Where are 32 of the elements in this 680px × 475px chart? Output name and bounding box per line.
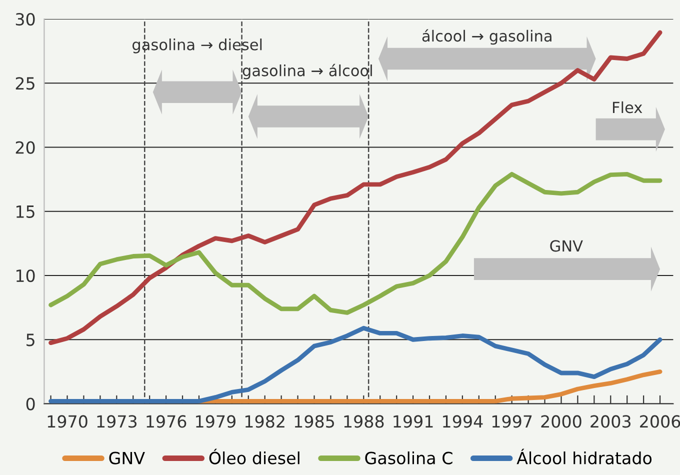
y-tick-label: 0 bbox=[26, 398, 35, 410]
y-tick-label: 10 bbox=[16, 269, 35, 282]
legend-label: Álcool hidratado bbox=[516, 448, 652, 464]
legend-label: GNV bbox=[109, 452, 145, 464]
y-tick-label: 20 bbox=[16, 141, 35, 154]
line-series bbox=[48, 172, 662, 315]
annotation: GNV bbox=[550, 240, 583, 252]
x-tick-label: 2000 bbox=[541, 415, 582, 428]
line-series bbox=[48, 326, 662, 404]
x-tick-label: 1988 bbox=[344, 415, 384, 428]
y-tick-label: 5 bbox=[26, 334, 34, 346]
x-tick-label: 2006 bbox=[640, 415, 680, 428]
y-tick-label: 25 bbox=[16, 77, 34, 90]
x-tick-label: 1997 bbox=[492, 415, 532, 428]
legend-label: Gasolina C bbox=[365, 451, 452, 464]
x-tick-label: 1982 bbox=[245, 415, 284, 428]
x-tick-label: 1994 bbox=[443, 415, 483, 428]
x-tick-label: 1979 bbox=[196, 415, 236, 428]
annotation: Flex bbox=[612, 101, 642, 114]
x-tick-label: 1985 bbox=[294, 415, 334, 428]
x-tick-label: 1976 bbox=[146, 415, 186, 428]
line-series bbox=[48, 30, 662, 346]
y-tick-label: 30 bbox=[16, 12, 35, 26]
annotation: álcool → gasolina bbox=[422, 29, 552, 45]
y-tick-label: 15 bbox=[16, 206, 34, 218]
x-tick-label: 2003 bbox=[590, 415, 630, 428]
annotation: gasolina → álcool bbox=[242, 64, 372, 80]
x-tick-label: 1970 bbox=[48, 415, 88, 428]
annotation: gasolina → diesel bbox=[132, 38, 262, 54]
x-tick-label: 1991 bbox=[394, 415, 433, 428]
legend-label: Óleo diesel bbox=[209, 448, 300, 464]
x-tick-label: 1973 bbox=[97, 415, 137, 428]
